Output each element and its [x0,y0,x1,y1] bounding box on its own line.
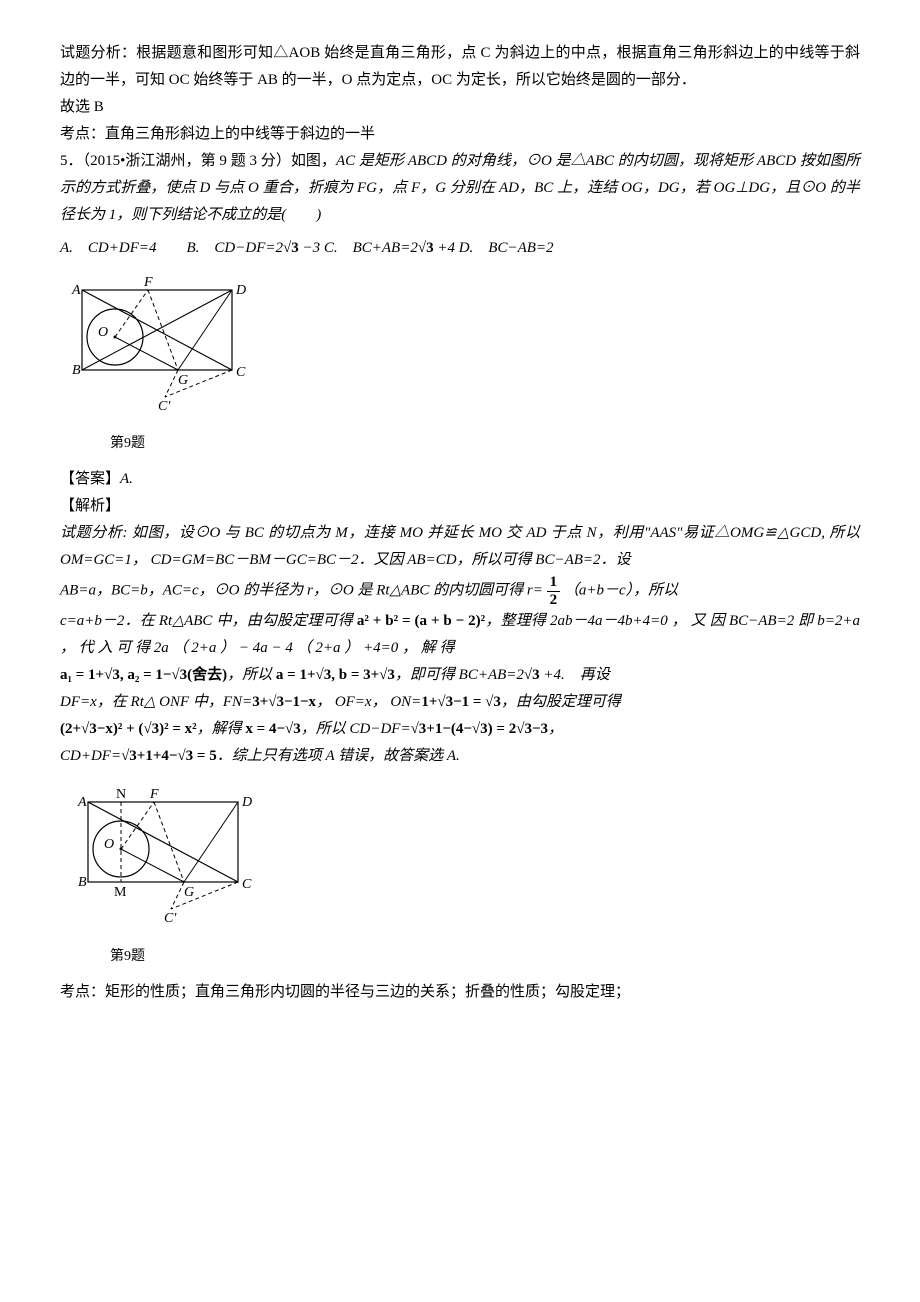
analysis-paragraph-1: 试题分析：根据题意和图形可知△AOB 始终是直角三角形，点 C 为斜边上的中点，… [60,40,860,94]
svg-text:A: A [71,283,81,298]
exp-p7: CD+DF=√3+1+4−√3 = 5．综上只有选项 A 错误，故答案选 A. [60,743,860,770]
svg-text:G: G [178,373,188,388]
q5-prefix: 5．（2015•浙江湖州，第 9 题 3 分）如图， [60,153,336,169]
cdpdf-expr: √3+1+4−√3 = 5 [121,748,217,764]
e7b: ．综上只有选项 A 错误，故答案选 A. [217,748,460,764]
svg-text:F: F [143,275,153,290]
exp-p4: a₁ = 1+√3, a₂ = 1−√3(舍去)，所以 a = 1+√3, b … [60,662,860,689]
e1a: 试题分析: 如图，设⊙O 与 BC 的切点为 M，连接 MO 并延长 MO 交 … [60,525,860,568]
roots: a₁ = 1+√3, a₂ = 1−√3(舍去) [60,667,227,683]
exp-p5: DF=x，在 Rt△ ONF 中，FN=3+√3−1−x， OF=x， ON=1… [60,689,860,716]
e6a: ，解得 [197,721,246,737]
figure-1: A B C D F G O C' [60,272,860,427]
ab-vals: a = 1+√3, b = 3+√3 [276,667,395,683]
svg-text:D: D [241,795,252,810]
geometry-diagram-1: A B C D F G O C' [60,272,260,427]
figure-1-caption: 第9题 [110,431,860,456]
svg-text:C: C [236,365,246,380]
svg-text:C': C' [164,911,177,926]
exp-p3: c=a+b－2．在 Rt△ABC 中，由勾股定理可得 a² + b² = (a … [60,608,860,662]
fraction-half: 12 [547,574,561,608]
keypoint-2: 考点：矩形的性质；直角三角形内切圆的半径与三边的关系；折叠的性质；勾股定理； [60,979,860,1006]
opt-part3: +4 D. BC−AB=2 [434,240,554,256]
figure-2-caption: 第9题 [110,944,860,969]
svg-text:O: O [104,837,114,852]
e2a: AB=a，BC=b，AC=c，⊙O 的半径为 r，⊙O 是 Rt△ABC 的内切… [60,583,543,599]
svg-text:C': C' [158,399,171,414]
answer-label: 【答案】 [60,471,120,487]
opt-part2: −3 C. BC+AB=2 [299,240,418,256]
svg-text:B: B [78,875,87,890]
svg-text:B: B [72,363,81,378]
answer-line: 【答案】A. [60,466,860,493]
e6b: ，所以 CD−DF= [301,721,411,737]
keypoint-1: 考点：直角三角形斜边上的中线等于斜边的一半 [60,121,860,148]
e7a: CD+DF= [60,748,121,764]
options-line: A. CD+DF=4 B. CD−DF=2√3 −3 C. BC+AB=2√3 … [60,235,860,262]
e4a: ，所以 [227,667,276,683]
exp-p2: AB=a，BC=b，AC=c，⊙O 的半径为 r，⊙O 是 Rt△ABC 的内切… [60,574,860,608]
e4b: ，即可得 BC+AB=2 [395,667,524,683]
svg-text:G: G [184,885,194,900]
svg-text:N: N [116,787,126,802]
sqrt3-icon: √3 [524,662,540,689]
svg-text:D: D [235,283,246,298]
eq-pyth: a² + b² = (a + b − 2)² [357,613,485,629]
e5c: ，由勾股定理可得 [501,694,621,710]
svg-text:C: C [242,877,252,892]
svg-text:M: M [114,885,127,900]
svg-text:A: A [77,795,87,810]
cddf-expr: √3+1−(4−√3) = 2√3−3 [411,721,548,737]
sqrt3-icon: √3 [283,235,299,262]
svg-text:F: F [149,787,159,802]
answer-value: A. [120,471,133,487]
e5a: DF=x，在 Rt△ ONF 中，FN= [60,694,252,710]
e6c: ， [548,721,563,737]
on-expr: 1+√3−1 = √3 [421,694,501,710]
question-5: 5．（2015•浙江湖州，第 9 题 3 分）如图，AC 是矩形 ABCD 的对… [60,148,860,229]
e3a: c=a+b－2．在 Rt△ABC 中，由勾股定理可得 [60,613,357,629]
exp-p6: (2+√3−x)² + (√3)² = x²，解得 x = 4−√3，所以 CD… [60,716,860,743]
e5b: ， OF=x， ON= [316,694,421,710]
sqrt3-icon: √3 [418,235,434,262]
exp-p1: 试题分析: 如图，设⊙O 与 BC 的切点为 M，连接 MO 并延长 MO 交 … [60,520,860,574]
svg-text:O: O [98,325,108,340]
explanation-label: 【解析】 [60,493,860,520]
choice-line: 故选 B [60,94,860,121]
pyth-expr: (2+√3−x)² + (√3)² = x² [60,721,197,737]
opt-part1: A. CD+DF=4 B. CD−DF=2 [60,240,283,256]
figure-2: A B C D F G O N M C' [60,780,860,940]
x-val: x = 4−√3 [245,721,300,737]
e4c: +4. 再设 [540,667,610,683]
fn-expr: 3+√3−1−x [252,694,316,710]
geometry-diagram-2: A B C D F G O N M C' [60,780,270,940]
e2b: （a+b－c），所以 [564,583,678,599]
